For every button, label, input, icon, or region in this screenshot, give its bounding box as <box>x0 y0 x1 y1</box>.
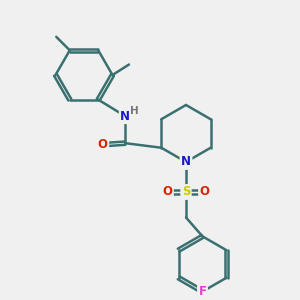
Text: O: O <box>200 185 210 199</box>
Text: F: F <box>199 285 206 298</box>
Text: N: N <box>181 155 191 169</box>
Text: O: O <box>162 185 172 199</box>
Text: H: H <box>130 106 139 116</box>
Text: S: S <box>182 185 190 199</box>
Text: O: O <box>98 138 108 151</box>
Text: N: N <box>120 110 130 123</box>
